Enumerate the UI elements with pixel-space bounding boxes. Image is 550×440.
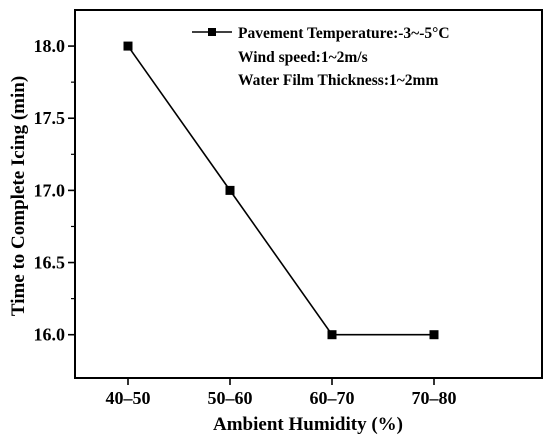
x-axis: 40–50 50–60 60–70 70–80 [106, 378, 457, 408]
series-line [127, 45, 434, 336]
data-point [327, 330, 337, 340]
y-tick-label: 16.0 [34, 325, 66, 345]
x-tick-label: 40–50 [106, 388, 151, 408]
y-tick-label: 17.0 [34, 180, 66, 200]
data-point [225, 185, 235, 195]
legend-marker-sample [208, 28, 216, 36]
y-tick-label: 17.5 [34, 108, 66, 128]
y-tick-label: 18.0 [34, 36, 66, 56]
annotation-wind-speed: Wind speed:1~2m/s [238, 49, 368, 66]
x-tick-label: 50–60 [208, 388, 253, 408]
y-axis-title: Time to Complete Icing (min) [8, 76, 29, 316]
annotation-water-film: Water Film Thickness:1~2mm [238, 72, 438, 89]
series-group [123, 41, 439, 340]
x-tick-label: 60–70 [310, 388, 355, 408]
x-tick-label: 70–80 [412, 388, 457, 408]
plot-frame [74, 9, 543, 379]
data-point [429, 330, 439, 340]
y-tick-label: 16.5 [34, 253, 66, 273]
x-axis-title: Ambient Humidity (%) [213, 414, 403, 435]
legend: Pavement Temperature:-3~-5°C Wind speed:… [192, 25, 450, 89]
legend-series-label: Pavement Temperature:-3~-5°C [238, 25, 450, 42]
y-axis: 16.0 16.5 17.0 17.5 18.0 [34, 36, 75, 345]
data-point [123, 41, 133, 51]
